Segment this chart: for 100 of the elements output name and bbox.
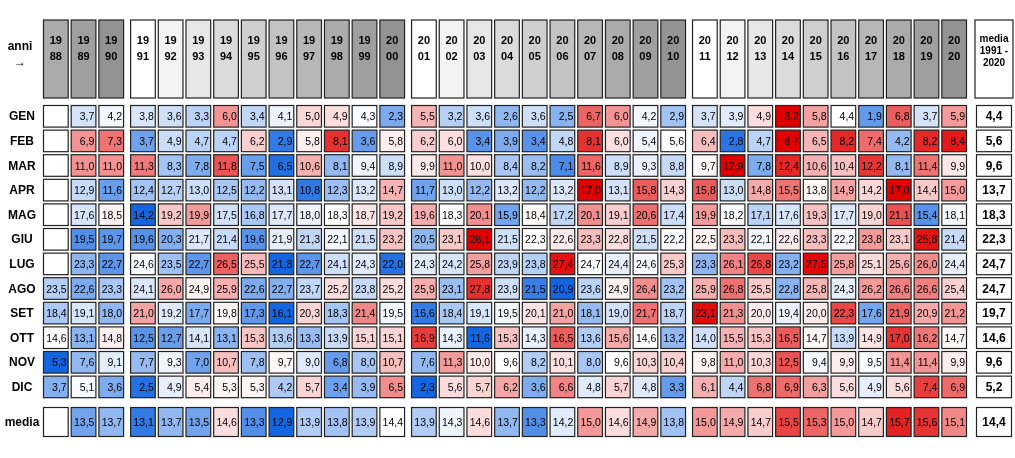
data-label: 10,7 — [216, 356, 238, 369]
data-label: 3,7 — [139, 134, 154, 147]
data-label: 14,6 — [608, 416, 629, 428]
data-label: 12,9 — [722, 159, 744, 172]
data-label: 18,0 — [101, 307, 123, 320]
data-label: 4,9 — [166, 380, 182, 393]
data-label: 14,9 — [833, 184, 855, 197]
data-label: 12,7 — [161, 184, 182, 197]
data-label: 19,2 — [382, 208, 404, 221]
data-label: 4,2 — [107, 110, 123, 123]
x-tick-label: 2012 — [726, 34, 739, 62]
data-label: 21,4 — [216, 233, 238, 246]
data-label: 22,8 — [608, 233, 629, 246]
data-label: 20,3 — [299, 307, 321, 320]
data-label: 23,1 — [442, 233, 463, 246]
data-label: 2,9 — [277, 134, 293, 147]
data-label: 6,9 — [950, 380, 966, 393]
x-tick-label: 2016 — [837, 34, 850, 62]
x-tick-label: 2019 — [920, 34, 933, 62]
data-label: 9,4 — [360, 159, 376, 172]
data-label: 22,2 — [833, 233, 855, 246]
data-label: 10,3 — [635, 356, 657, 369]
data-label: 25,9 — [216, 282, 238, 295]
data-label: 6,2 — [503, 380, 518, 393]
data-label: 26,6 — [889, 282, 910, 295]
data-label: 5,3 — [222, 380, 238, 393]
data-label: 22,8 — [778, 282, 799, 295]
data-label: 13,8 — [806, 184, 827, 197]
data-label: 5,0 — [305, 110, 321, 123]
data-label: 5,6 — [669, 134, 685, 147]
data-label: 9,9 — [950, 356, 966, 369]
data-label: 13,5 — [73, 416, 95, 428]
data-label: 20,0 — [750, 307, 772, 320]
data-label: 15,1 — [944, 416, 966, 428]
data-label: 18,4 — [525, 208, 546, 221]
data-label: 4,8 — [641, 380, 657, 393]
data-label: 13,9 — [327, 331, 348, 344]
data-label: 14,3 — [525, 331, 546, 344]
data-label: 13,2 — [552, 184, 574, 197]
data-label: 3,4 — [249, 110, 265, 123]
data-label: 15,6 — [916, 416, 938, 428]
data-label: 23,9 — [497, 257, 519, 270]
data-label: 9,0 — [305, 356, 321, 369]
data-label: 2,3 — [388, 110, 404, 123]
data-label: 21,1 — [889, 208, 910, 221]
data-label: 6,0 — [614, 110, 629, 123]
data-label: 12,2 — [469, 184, 491, 197]
data-label: 22,0 — [382, 257, 404, 270]
data-label: 12,2 — [244, 184, 265, 197]
data-label: 19,1 — [73, 307, 95, 320]
data-label: 12,5 — [133, 331, 154, 344]
data-label: 3,7 — [701, 110, 716, 123]
data-label: 21,8 — [271, 257, 293, 270]
x-tick-label: 2006 — [556, 34, 569, 62]
data-label: 11,4 — [917, 159, 938, 172]
data-label: 7,8 — [194, 159, 210, 172]
data-label: 13,9 — [299, 416, 321, 428]
data-label: 22,1 — [750, 233, 772, 246]
data-label: 18,5 — [101, 208, 123, 221]
data-label: 24,3 — [833, 282, 855, 295]
data-label: 20,1 — [469, 208, 491, 221]
data-label: 9,6 — [985, 355, 1003, 370]
data-label: 20,3 — [161, 233, 182, 246]
data-label: 13,7 — [497, 416, 519, 428]
x-tick-label: 1992 — [164, 34, 177, 62]
data-label: 21,5 — [635, 233, 657, 246]
data-label: 22,7 — [271, 282, 293, 295]
data-label: 14,2 — [552, 416, 574, 428]
data-label: 8,2 — [530, 356, 546, 369]
data-label: 14,2 — [133, 208, 154, 221]
x-tick-label: 2005 — [528, 34, 541, 62]
data-label: 22,5 — [695, 233, 716, 246]
data-label: 23,8 — [861, 233, 883, 246]
data-label: 18,2 — [722, 208, 744, 221]
data-label: 9,9 — [839, 356, 855, 369]
data-label: 13,1 — [216, 331, 238, 344]
data-label: 25,9 — [695, 282, 716, 295]
data-label: 18,4 — [442, 307, 463, 320]
data-label: 5,6 — [895, 380, 910, 393]
data-label: 12,9 — [73, 184, 95, 197]
data-label: 6,8 — [895, 110, 910, 123]
data-label: 8,2 — [922, 134, 938, 147]
data-label: 3,9 — [360, 380, 376, 393]
data-label: 16,9 — [414, 331, 435, 344]
data-label: 2,8 — [728, 134, 744, 147]
data-label: 6,5 — [811, 134, 827, 147]
data-label: 12,4 — [133, 184, 154, 197]
data-label: 20,9 — [916, 307, 938, 320]
data-label: 19,2 — [161, 208, 182, 221]
data-label: 8,1 — [895, 159, 910, 172]
data-label: 9,7 — [701, 159, 716, 172]
data-label: 9,5 — [867, 356, 883, 369]
data-label: 26,4 — [635, 282, 657, 295]
data-label: 3,3 — [669, 380, 685, 393]
data-label: 14,4 — [916, 184, 938, 197]
data-label: 14,1 — [188, 331, 210, 344]
data-label: 25,5 — [750, 282, 772, 295]
data-label: 24,7 — [982, 256, 1006, 271]
data-label: 11,0 — [74, 159, 95, 172]
data-label: 11,0 — [102, 159, 123, 172]
